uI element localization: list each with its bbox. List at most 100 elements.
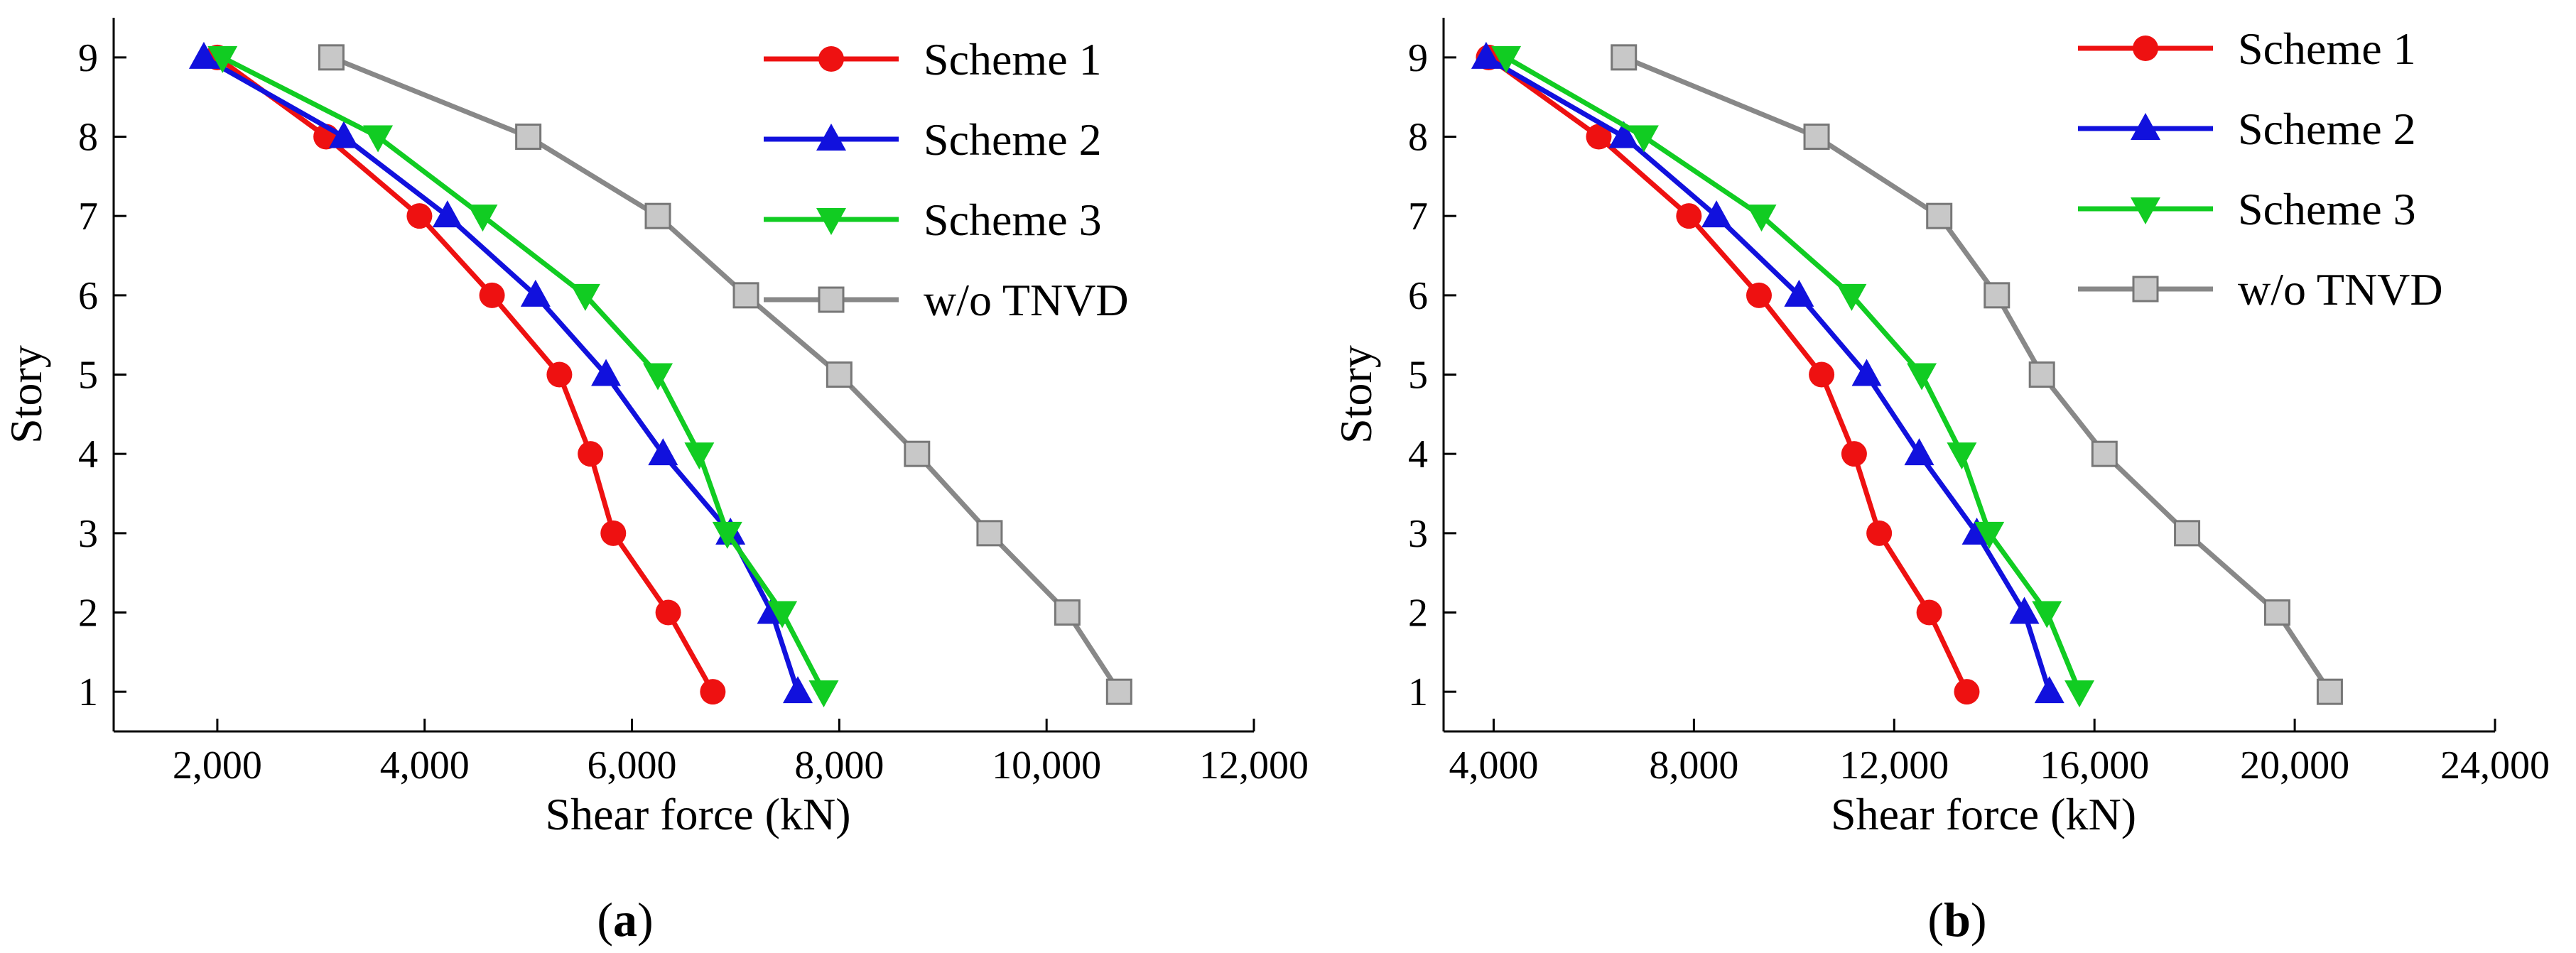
data-point (767, 601, 798, 628)
legend-marker (816, 124, 846, 151)
data-point (1611, 44, 1638, 71)
series-scheme-1 (204, 44, 726, 705)
legend-marker (818, 286, 845, 313)
data-point (1841, 441, 1867, 467)
x-tick-label: 6,000 (588, 744, 677, 788)
data-point (600, 520, 627, 546)
data-point (1954, 679, 1980, 705)
legend-label: Scheme 1 (2238, 23, 2416, 74)
y-tick-label: 4 (78, 432, 98, 476)
data-point (1784, 279, 1814, 307)
legend-label: Scheme 2 (2238, 104, 2416, 154)
data-point (1471, 41, 1501, 69)
x-tick-label: 12,000 (1199, 744, 1309, 788)
data-point (188, 41, 219, 69)
legend-label: Scheme 2 (924, 114, 1102, 165)
legend-entry: Scheme 2 (2078, 104, 2416, 154)
data-point (1904, 438, 1934, 466)
data-point (207, 45, 238, 73)
x-tick-label: 4,000 (1449, 744, 1538, 788)
data-point (644, 202, 671, 229)
data-point (1586, 124, 1612, 150)
legend-entry: Scheme 1 (2078, 23, 2416, 74)
y-tick-label: 7 (78, 195, 98, 239)
data-point (520, 279, 551, 307)
x-axis-title: Shear force (kN) (546, 789, 851, 839)
data-point (643, 363, 673, 391)
data-point (1628, 125, 1659, 153)
data-point (700, 679, 726, 705)
data-point (318, 44, 345, 71)
data-point (808, 680, 839, 708)
data-point (684, 442, 715, 470)
y-axis-title: Story (1, 345, 51, 444)
data-point (1866, 520, 1893, 546)
x-tick-label: 10,000 (992, 744, 1101, 788)
x-tick-label: 16,000 (2040, 744, 2149, 788)
y-axis-title: Story (1331, 345, 1381, 444)
x-tick-label: 24,000 (2440, 744, 2550, 788)
x-tick-label: 20,000 (2240, 744, 2349, 788)
data-point (479, 282, 505, 308)
data-point (712, 521, 742, 549)
data-point (546, 361, 573, 388)
legend-marker (816, 208, 846, 235)
data-point (2028, 361, 2055, 388)
y-tick-label: 1 (78, 670, 98, 714)
data-point (328, 121, 359, 148)
series-scheme-1 (1476, 44, 1980, 705)
data-point (515, 124, 542, 150)
series-line (202, 55, 801, 693)
y-tick-label: 9 (1408, 36, 1428, 80)
data-point (1746, 205, 1777, 232)
legend-marker (2131, 113, 2160, 140)
series-scheme-2 (1471, 41, 2064, 704)
legend-marker (2131, 197, 2160, 224)
y-tick-label: 7 (1408, 195, 1428, 239)
legend-label: w/o TNVD (2238, 264, 2443, 315)
data-point (1105, 678, 1132, 705)
x-tick-label: 4,000 (380, 744, 470, 788)
legend-marker (2132, 276, 2159, 303)
data-point (2009, 597, 2040, 624)
data-point (2091, 440, 2118, 467)
series-w-o-tnvd (318, 44, 1132, 705)
y-tick-label: 5 (1408, 354, 1428, 398)
data-point (783, 676, 813, 704)
y-tick-label: 2 (1408, 592, 1428, 636)
legend-label: w/o TNVD (924, 275, 1129, 325)
legend-entry: Scheme 3 (2078, 184, 2416, 234)
legend-entry: Scheme 3 (764, 195, 1102, 245)
data-point (1803, 124, 1830, 150)
data-point (2316, 678, 2343, 705)
legend-label: Scheme 1 (924, 34, 1102, 85)
data-point (406, 203, 433, 229)
y-tick-label: 5 (78, 354, 98, 398)
panel-label: (b) (1927, 893, 1986, 947)
chart-panel-b: 4,000 8,000 12,000 16,000 20,000 24,000 1 2 3 4 5 6… (1331, 18, 2550, 947)
series-line (1487, 55, 1969, 693)
data-point (1054, 599, 1081, 626)
data-point (732, 282, 759, 309)
legend-marker (818, 46, 844, 72)
y-tick-label: 2 (78, 592, 98, 636)
data-point (826, 361, 853, 388)
series-w-o-tnvd (1611, 44, 2343, 705)
data-point (578, 441, 604, 467)
data-point (1608, 121, 1639, 148)
panel-label: (a) (597, 893, 653, 947)
y-tick-label: 1 (1408, 670, 1428, 714)
data-point (467, 205, 498, 232)
y-tick-label: 3 (1408, 512, 1428, 556)
y-tick-label: 6 (1408, 274, 1428, 318)
data-point (2174, 520, 2201, 547)
data-point (591, 359, 622, 386)
data-point (1701, 200, 1732, 228)
data-point (2263, 599, 2290, 626)
y-tick-label: 8 (1408, 116, 1428, 160)
panel-letter: a (613, 893, 637, 947)
data-point (1984, 282, 2011, 309)
x-tick-label: 8,000 (1649, 744, 1738, 788)
x-tick-label: 12,000 (1839, 744, 1949, 788)
